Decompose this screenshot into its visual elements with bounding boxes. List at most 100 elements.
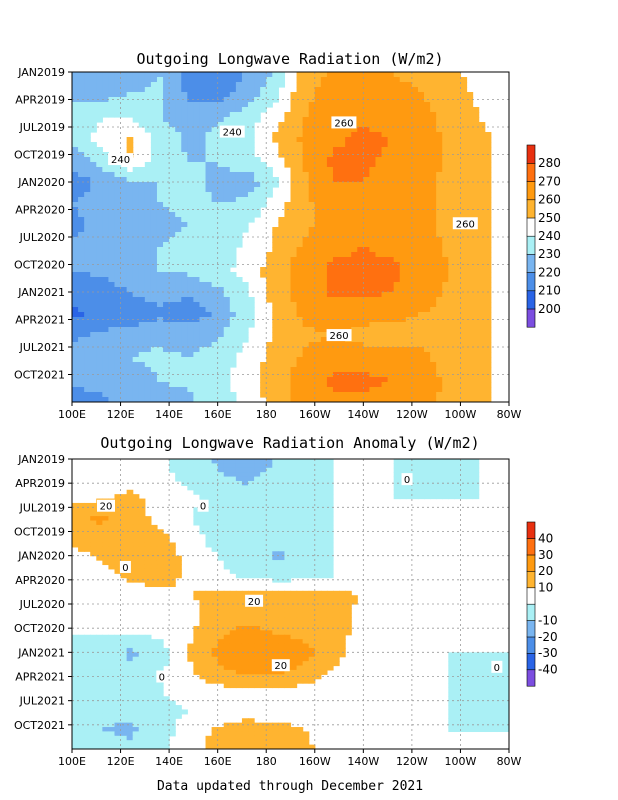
heatmap-cell [369,282,377,288]
heatmap-cell [223,463,231,469]
heatmap-cell [72,102,79,108]
heatmap-cell [102,222,110,228]
heatmap-cell [357,387,364,393]
heatmap-cell [78,392,85,398]
heatmap-cell [193,87,201,93]
heatmap-cell [484,162,492,168]
heatmap-cell [254,112,261,118]
heatmap-cell [156,152,164,158]
heatmap-cell [405,392,413,398]
heatmap-cell [284,202,292,208]
heatmap-cell [381,317,389,323]
heatmap-cell [466,472,474,478]
heatmap-cell [369,137,377,143]
x-tick-label: 100W [445,408,477,421]
heatmap-cell [193,212,201,218]
heatmap-cell [229,392,237,398]
heatmap-cell [272,92,279,98]
heatmap-cell [229,502,237,508]
heatmap-cell [448,332,455,338]
heatmap-cell [120,227,128,233]
heatmap-cell [102,337,110,343]
heatmap-cell [460,112,468,118]
heatmap-cell [156,117,164,123]
heatmap-cell [399,212,407,218]
heatmap-cell [314,357,322,363]
heatmap-cell [181,342,188,348]
heatmap-cell [156,302,164,308]
heatmap-cell [411,107,419,113]
heatmap-cell [363,357,370,363]
heatmap-cell [387,157,395,163]
heatmap-cell [90,102,97,108]
heatmap-cell [199,82,207,88]
heatmap-cell [472,332,480,338]
heatmap-cell [199,222,207,228]
contour-label: 260 [456,219,475,230]
heatmap-cell [314,122,322,128]
heatmap-cell [181,472,188,478]
heatmap-cell [175,117,182,123]
heatmap-cell [96,147,103,153]
heatmap-cell [84,267,91,273]
heatmap-cell [241,227,249,233]
heatmap-cell [175,367,182,373]
heatmap-cell [169,112,176,118]
heatmap-cell [296,217,304,223]
heatmap-cell [132,392,140,398]
heatmap-cell [484,182,492,188]
heatmap-cell [193,82,201,88]
heatmap-cell [375,397,383,402]
heatmap-cell [484,227,492,233]
heatmap-cell [430,72,437,78]
heatmap-cell [90,77,97,83]
heatmap-cell [478,242,486,248]
heatmap-cell [302,237,310,243]
heatmap-cell [138,282,146,288]
heatmap-cell [132,520,140,526]
heatmap-cell [320,157,328,163]
heatmap-cell [466,177,474,183]
heatmap-cell [163,182,170,188]
heatmap-cell [78,327,85,333]
heatmap-cell [114,332,122,338]
heatmap-cell [108,382,116,388]
heatmap-cell [272,252,279,258]
heatmap-cell [144,127,152,133]
heatmap-cell [430,337,437,343]
heatmap-cell [430,77,437,83]
heatmap-cell [448,307,455,313]
heatmap-cell [260,516,267,522]
heatmap-cell [193,292,201,298]
heatmap-cell [345,222,352,228]
heatmap-cell [417,167,425,173]
heatmap-cell [460,107,468,113]
heatmap-cell [472,132,480,138]
heatmap-cell [290,247,298,253]
heatmap-cell [345,377,352,383]
heatmap-cell [339,217,346,223]
heatmap-cell [108,347,116,353]
heatmap-cell [381,387,389,393]
heatmap-cell [254,485,261,491]
heatmap-cell [84,177,91,183]
heatmap-cell [436,372,443,378]
heatmap-cell [454,177,462,183]
heatmap-cell [187,107,194,113]
heatmap-cell [484,222,492,228]
heatmap-cell [96,382,103,388]
heatmap-cell [399,92,407,98]
heatmap-cell [175,397,182,402]
heatmap-cell [138,192,146,198]
heatmap-cell [351,152,358,158]
heatmap-cell [126,297,134,303]
heatmap-cell [472,317,480,323]
heatmap-cell [272,227,279,233]
heatmap-cell [96,367,103,373]
heatmap-cell [84,507,91,513]
heatmap-cell [332,147,340,153]
heatmap-cell [205,387,213,393]
heatmap-cell [278,489,286,495]
heatmap-cell [466,327,474,333]
heatmap-cell [466,485,474,491]
